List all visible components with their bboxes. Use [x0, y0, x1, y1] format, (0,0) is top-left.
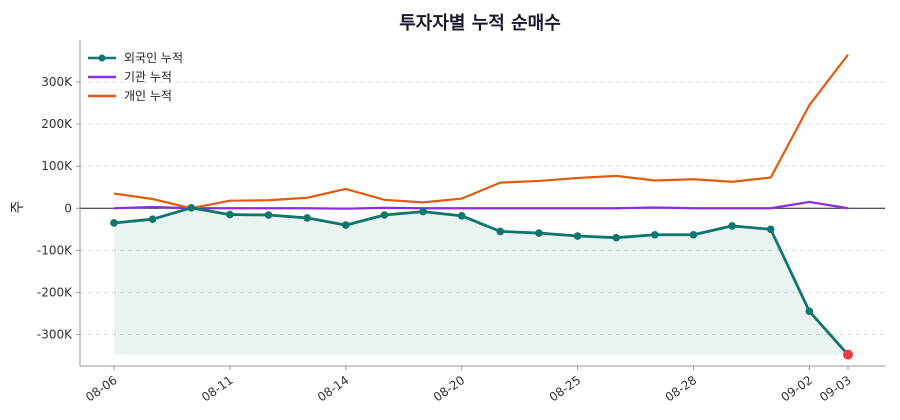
data-point	[496, 227, 505, 236]
data-point	[303, 214, 311, 222]
y-tick-label: 300K	[41, 75, 73, 89]
data-point	[419, 207, 427, 216]
data-point	[573, 232, 582, 240]
x-tick-label: 08-20	[431, 373, 468, 404]
data-point	[766, 225, 775, 234]
series-line-0	[113, 206, 850, 356]
axes	[79, 40, 885, 367]
y-tick-label: 0	[64, 201, 72, 215]
data-point	[612, 233, 621, 242]
series-fill-area	[114, 207, 848, 355]
series-lines	[110, 54, 853, 360]
legend-label: 기관 누적	[124, 70, 172, 84]
x-tick-label: 08-25	[547, 373, 584, 404]
x-tick-label: 08-11	[199, 373, 236, 404]
foreign-fill-area	[114, 207, 848, 355]
legend-label: 외국인 누적	[124, 51, 183, 65]
data-point	[187, 204, 196, 212]
y-tick-label: -200K	[37, 285, 73, 299]
series-line-2	[113, 54, 849, 210]
data-point	[689, 230, 698, 239]
data-point	[651, 230, 659, 239]
y-tick-label: 100K	[41, 159, 73, 173]
chart-title: 투자자별 누적 순매수	[399, 13, 561, 34]
gridlines	[80, 81, 885, 335]
y-tick-label: 200K	[41, 117, 73, 131]
x-tick-label: 08-28	[663, 373, 700, 404]
data-point	[805, 307, 814, 316]
legend-marker	[98, 54, 106, 62]
y-tick-labels: -300K -200K -100K 0 100K 200K 300K	[37, 75, 80, 341]
data-point	[264, 211, 273, 219]
data-point	[226, 210, 234, 219]
data-point	[535, 229, 543, 237]
series-line-1	[113, 200, 849, 210]
last-point-marker	[843, 349, 853, 360]
data-point	[341, 221, 350, 229]
y-tick-label: -100K	[37, 243, 73, 257]
data-point	[457, 212, 466, 220]
x-tick-label: 08-06	[83, 373, 120, 404]
x-tick-label: 09-02	[778, 373, 815, 404]
data-point	[380, 211, 389, 219]
x-tick-label: 09-03	[817, 373, 854, 404]
x-tick-label: 08-14	[315, 373, 352, 404]
data-point	[148, 215, 157, 223]
data-point	[728, 222, 736, 230]
y-tick-label: -300K	[37, 327, 73, 341]
x-tick-labels: 08-06 08-11 08-14 08-20 08-25 08-28 09-02 09-03	[83, 366, 854, 404]
data-point	[110, 219, 118, 227]
y-axis-label: 주	[10, 200, 26, 213]
legend-label: 개인 누적	[124, 89, 172, 103]
